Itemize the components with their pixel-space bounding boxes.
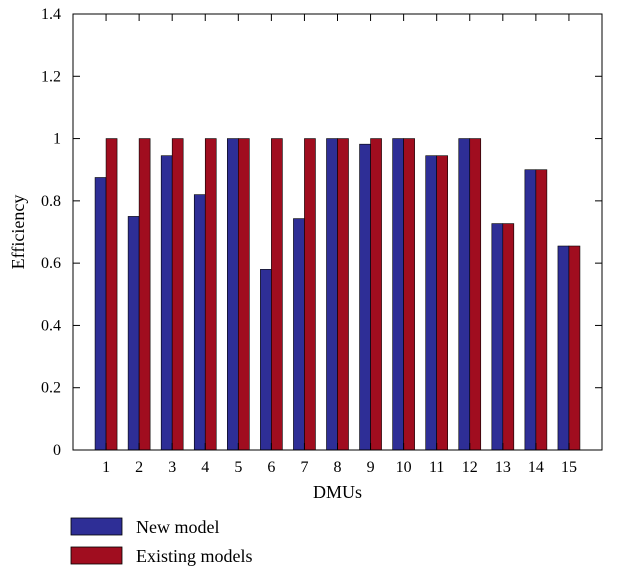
bar-existing-models-dmu-2 [138, 138, 151, 451]
x-tick-label: 10 [396, 459, 412, 476]
bar-new-model-dmu-3 [160, 155, 173, 451]
legend: New model Existing models [70, 517, 253, 566]
y-axis: 0 0.2 0.4 0.6 0.8 1 1.2 1.4 [41, 6, 602, 459]
legend-swatch-existing-models [70, 546, 123, 565]
bar-existing-models-dmu-11 [436, 155, 448, 451]
y-tick-label: 0.2 [41, 380, 61, 397]
bar-new-model-dmu-12 [458, 138, 471, 451]
bar-new-model-dmu-11 [425, 155, 437, 451]
bar-new-model-dmu-1 [94, 177, 107, 451]
bar-existing-models-dmu-5 [238, 138, 250, 451]
bar-existing-models-dmu-8 [337, 138, 349, 451]
bar-existing-models-dmu-10 [403, 138, 415, 451]
bar-existing-models-dmu-3 [171, 138, 184, 451]
bar-existing-models-dmu-1 [105, 138, 118, 451]
x-tick-label: 3 [168, 459, 176, 476]
x-tick-label: 15 [561, 459, 577, 476]
x-tick-label: 1 [102, 459, 110, 476]
x-tick-label: 12 [462, 459, 478, 476]
bar-new-model-dmu-9 [359, 143, 371, 451]
legend-label-existing-models: Existing models [136, 546, 253, 566]
y-axis-title: Efficiency [8, 195, 28, 270]
bar-new-model-dmu-15 [557, 245, 570, 451]
bar-new-model-dmu-13 [491, 223, 504, 451]
bar-new-model-dmu-4 [193, 194, 206, 451]
x-tick-label: 2 [135, 459, 143, 476]
x-tick-label: 7 [300, 459, 308, 476]
bar-new-model-dmu-5 [227, 138, 239, 451]
bar-existing-models-dmu-9 [370, 138, 382, 451]
bar-new-model-dmu-10 [392, 138, 404, 451]
y-tick-label: 0 [53, 442, 61, 459]
bar-new-model-dmu-8 [326, 138, 338, 451]
bar-new-model-dmu-2 [127, 216, 140, 451]
x-tick-label: 9 [367, 459, 375, 476]
y-tick-label: 0.8 [41, 193, 61, 210]
bar-new-model-dmu-6 [260, 269, 272, 451]
bar-new-model-dmu-14 [524, 169, 537, 451]
legend-label-new-model: New model [136, 517, 219, 537]
bar-new-model-dmu-7 [293, 218, 305, 451]
x-tick-label: 5 [234, 459, 242, 476]
bar-existing-models-dmu-15 [568, 245, 581, 451]
bars-group [94, 138, 581, 451]
x-tick-label: 13 [495, 459, 511, 476]
y-tick-label: 1.4 [41, 6, 61, 23]
x-tick-label: 6 [267, 459, 275, 476]
x-tick-label: 11 [429, 459, 444, 476]
y-tick-label: 1 [53, 131, 61, 148]
bar-existing-models-dmu-14 [535, 169, 548, 451]
x-axis: 1 2 3 4 5 6 7 8 9 10 11 12 13 14 15 [102, 14, 577, 476]
y-tick-label: 1.2 [41, 68, 61, 85]
x-tick-label: 14 [528, 459, 544, 476]
bar-existing-models-dmu-7 [304, 138, 316, 451]
x-tick-label: 8 [334, 459, 342, 476]
bar-existing-models-dmu-12 [469, 138, 482, 451]
y-tick-label: 0.6 [41, 255, 61, 272]
bar-existing-models-dmu-13 [502, 223, 515, 451]
x-tick-label: 4 [201, 459, 209, 476]
legend-swatch-new-model [70, 517, 123, 536]
y-tick-label: 0.4 [41, 317, 61, 334]
bar-existing-models-dmu-4 [204, 138, 217, 451]
bar-existing-models-dmu-6 [271, 138, 283, 451]
x-axis-title: DMUs [313, 482, 362, 502]
